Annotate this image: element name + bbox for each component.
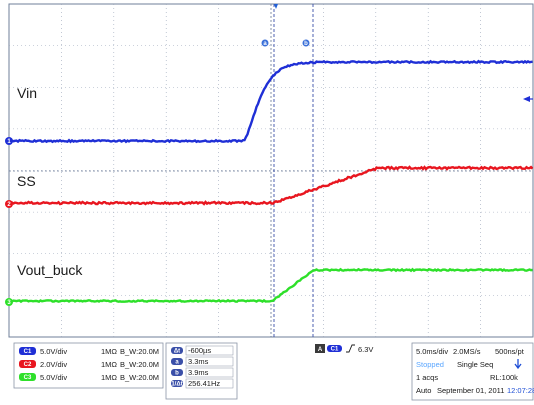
acq-count: 1 acqs [416,373,438,382]
date: September 01, 2011 [437,386,504,395]
acq-state: Stopped [416,360,444,369]
timebase: 5.0ms/div [416,347,448,356]
cursor-a-value: 3.3ms [188,357,209,366]
svg-text:b: b [175,371,179,377]
points-per-sample: 500ns/pt [495,347,525,356]
svg-text:2.0V/div: 2.0V/div [40,360,67,369]
status-bar: C1 5.0V/div 1MΩ B_W:20.0M C2 2.0V/div 1M… [0,338,534,405]
svg-text:A: A [318,347,323,353]
svg-text:5.0V/div: 5.0V/div [40,347,67,356]
ch1-label: Vin [17,85,37,101]
svg-text:1MΩ: 1MΩ [101,373,117,382]
acquisition-panel[interactable]: 5.0ms/div 2.0MS/s 500ns/pt Stopped Singl… [412,343,534,400]
svg-text:b: b [304,41,308,47]
svg-text:C2: C2 [24,362,32,368]
svg-text:5.0V/div: 5.0V/div [40,373,67,382]
cursor-b-value: 3.9ms [188,368,209,377]
cursor-frequency: 256.41Hz [188,379,220,388]
svg-text:B_W:20.0M: B_W:20.0M [120,347,159,356]
svg-text:1MΩ: 1MΩ [101,347,117,356]
svg-text:C3: C3 [24,375,32,381]
time: 12:07:28 [507,386,534,395]
ch2-ground-marker[interactable]: 2 [5,200,13,208]
cursor-readout-panel[interactable]: Δt -600µs a 3.3ms b 3.9ms 1/Δt 256.41Hz [166,343,237,399]
svg-text:C1: C1 [331,347,339,353]
svg-text:1/Δt: 1/Δt [171,382,182,388]
ch3-label: Vout_buck [17,262,83,278]
svg-text:6.3V: 6.3V [358,345,373,354]
ch1-ground-marker[interactable]: 1 [5,137,13,145]
cursor-delta: -600µs [188,346,211,355]
svg-text:1MΩ: 1MΩ [101,360,117,369]
ch2-label: SS [17,173,36,189]
ch3-ground-marker[interactable]: 3 [5,298,13,306]
channel-settings-panel[interactable]: C1 5.0V/div 1MΩ B_W:20.0M C2 2.0V/div 1M… [14,343,163,388]
sample-rate: 2.0MS/s [453,347,481,356]
acq-mode: Single Seq [457,360,493,369]
trigger-auto: Auto [416,386,431,395]
svg-text:C1: C1 [24,349,32,355]
graticule [9,4,533,337]
svg-text:B_W:20.0M: B_W:20.0M [120,373,159,382]
record-length: RL:100k [490,373,518,382]
svg-text:B_W:20.0M: B_W:20.0M [120,360,159,369]
svg-text:Δt: Δt [174,349,180,355]
